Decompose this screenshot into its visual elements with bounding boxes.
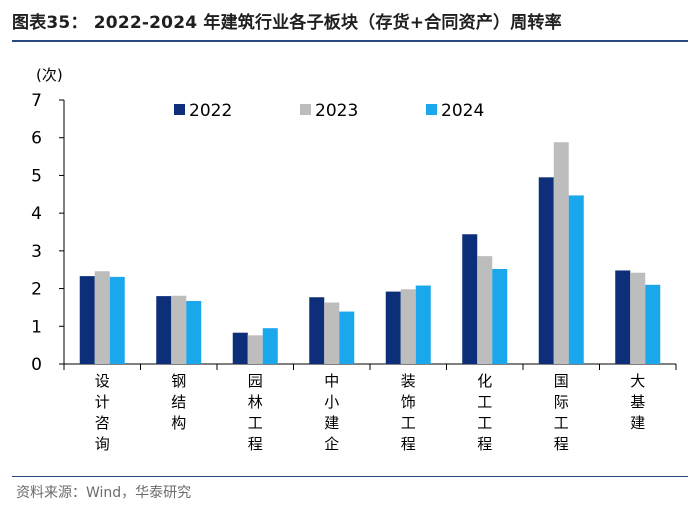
bar-2023-2 xyxy=(171,295,187,364)
bar-2022-6 xyxy=(462,234,478,364)
bar-2023-4 xyxy=(324,302,340,364)
y-tick-label: 4 xyxy=(31,204,42,224)
bar-2022-1 xyxy=(79,276,95,364)
y-tick-label: 0 xyxy=(31,355,42,375)
bar-2024-2 xyxy=(186,301,202,364)
x-tick-label: 钢结构 xyxy=(171,372,186,432)
bar-2024-6 xyxy=(492,268,508,364)
x-tick-label: 装饰工程 xyxy=(401,372,416,453)
bar-2024-5 xyxy=(415,285,431,364)
bar-2024-1 xyxy=(109,276,125,364)
y-tick-label: 6 xyxy=(31,129,42,149)
x-tick-label: 设计咨询 xyxy=(95,372,110,453)
x-tick-label: 国际工程 xyxy=(554,372,569,453)
bar-2023-7 xyxy=(553,142,569,364)
bar-2024-8 xyxy=(645,284,661,364)
y-tick-label: 7 xyxy=(31,91,42,111)
x-tick-label: 化工工程 xyxy=(477,372,492,453)
chart-title: 图表35： 2022-2024 年建筑行业各子板块（存货+合同资产）周转率 xyxy=(12,13,562,33)
y-tick-label: 3 xyxy=(31,242,42,262)
bar-2024-7 xyxy=(568,195,584,364)
legend-swatch-2022 xyxy=(174,104,185,115)
source-divider xyxy=(12,476,688,477)
bar-2023-6 xyxy=(477,256,493,364)
x-tick-label: 园林工程 xyxy=(248,372,263,453)
bar-2023-1 xyxy=(94,271,110,364)
legend-label-2022: 2022 xyxy=(189,101,232,121)
legend: 2022 2023 2024 xyxy=(174,101,484,121)
bar-2024-3 xyxy=(262,328,278,364)
bar-2022-8 xyxy=(615,270,631,364)
y-tick-label: 2 xyxy=(31,280,42,300)
legend-label-2024: 2024 xyxy=(441,101,484,121)
bars xyxy=(79,142,661,364)
y-axis: 0 1 2 3 4 5 6 7 xyxy=(31,91,65,375)
legend-swatch-2024 xyxy=(426,104,437,115)
legend-swatch-2023 xyxy=(300,104,311,115)
bar-2023-3 xyxy=(247,335,263,364)
title-divider xyxy=(12,40,688,42)
bar-2023-8 xyxy=(630,272,646,364)
bar-2022-4 xyxy=(309,297,325,364)
bar-2023-5 xyxy=(400,289,416,364)
bar-2022-5 xyxy=(385,291,401,364)
bar-2024-4 xyxy=(339,311,355,364)
legend-label-2023: 2023 xyxy=(315,101,358,121)
y-tick-label: 5 xyxy=(31,166,42,186)
y-tick-label: 1 xyxy=(31,317,42,337)
x-axis: 设计咨询 钢结构 园林工程 中小建企 装饰工程 化工工程 国际工程 大基建 xyxy=(63,363,677,453)
bar-2022-2 xyxy=(156,296,172,364)
x-tick-label: 中小建企 xyxy=(324,372,339,453)
source-note: 资料来源：Wind，华泰研究 xyxy=(16,485,192,501)
x-tick-label: 大基建 xyxy=(630,372,645,432)
bar-2022-7 xyxy=(538,177,554,364)
bar-2022-3 xyxy=(232,332,248,364)
y-axis-unit-label: (次) xyxy=(36,66,63,84)
